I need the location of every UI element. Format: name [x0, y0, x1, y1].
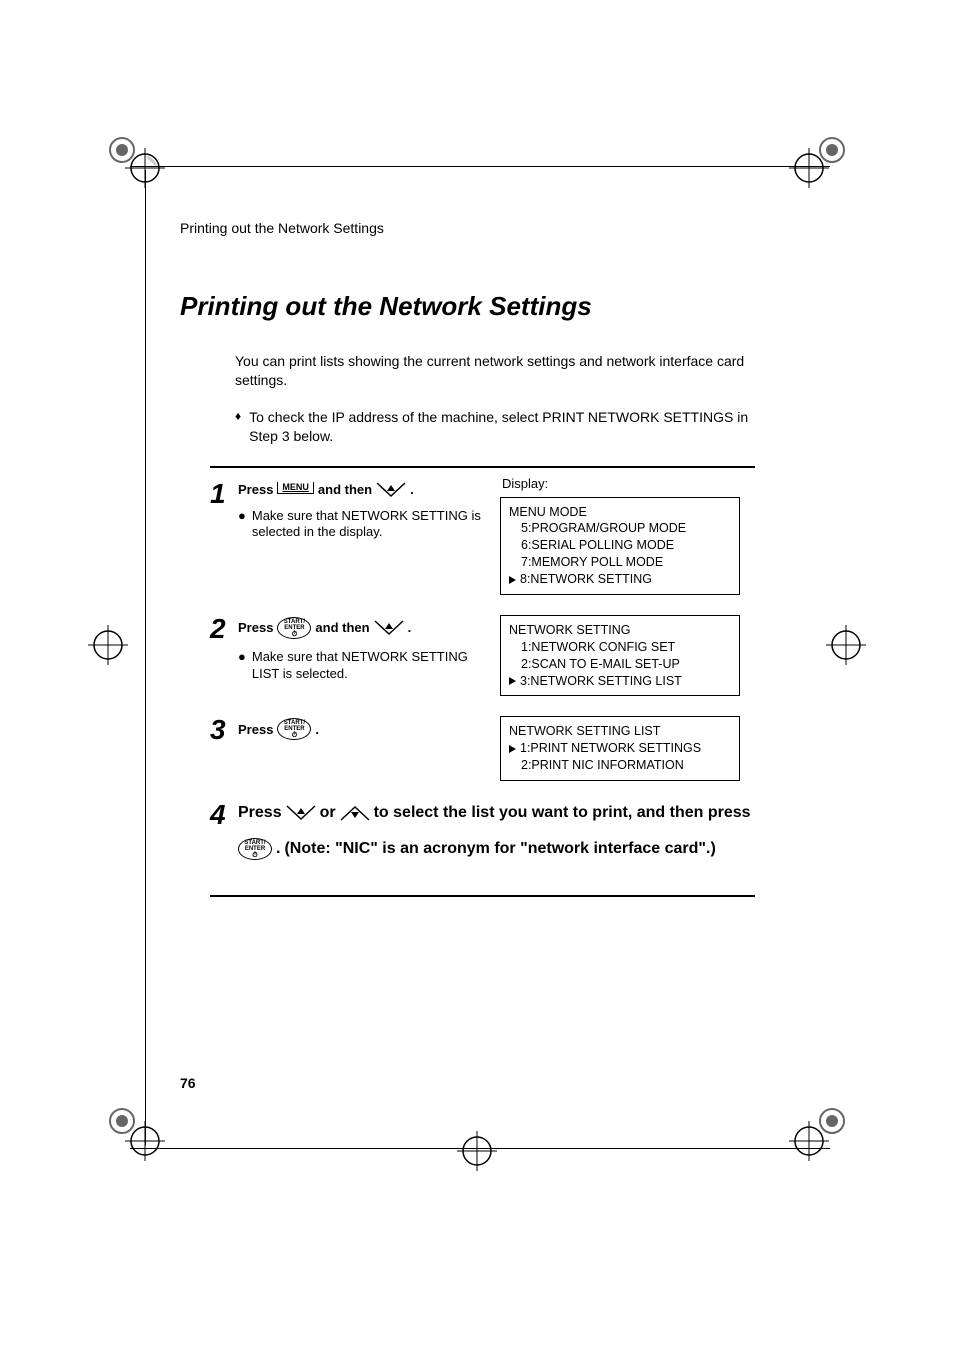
- running-header: Printing out the Network Settings: [180, 220, 780, 236]
- start-enter-key-icon: START/ENTER⏱: [277, 617, 311, 639]
- start-enter-key-icon: START/ENTER⏱: [238, 838, 272, 860]
- crop-line: [130, 1148, 830, 1149]
- step-instruction: Press START/ENTER⏱ .: [238, 718, 488, 740]
- crosshair-mark: [457, 1131, 497, 1171]
- display-box: NETWORK SETTING LIST 1:PRINT NETWORK SET…: [500, 716, 740, 781]
- crop-line: [130, 166, 830, 167]
- step-1: 1 Press MENU and then . ● Make sure th: [210, 476, 755, 595]
- menu-key-icon: MENU: [277, 482, 314, 494]
- step-note: ● Make sure that NETWORK SETTING LIST is…: [238, 649, 488, 683]
- down-arrow-key-icon: [340, 805, 370, 821]
- pointer-icon: [509, 677, 516, 685]
- page-number: 76: [180, 1075, 196, 1091]
- crosshair-mark: [88, 625, 128, 665]
- note-text: To check the IP address of the machine, …: [249, 408, 780, 446]
- bullet-icon: ●: [238, 649, 246, 683]
- display-box: NETWORK SETTING 1:NETWORK CONFIG SET 2:S…: [500, 615, 740, 697]
- up-arrow-key-icon: [374, 620, 404, 636]
- note-bullet: ♦ To check the IP address of the machine…: [235, 408, 780, 446]
- step-note: ● Make sure that NETWORK SETTING is sele…: [238, 508, 488, 542]
- step-number: 2: [210, 615, 238, 643]
- pointer-icon: [509, 745, 516, 753]
- page-content: Printing out the Network Settings Printi…: [180, 220, 780, 897]
- crosshair-mark: [789, 1121, 829, 1161]
- step-number: 3: [210, 716, 238, 744]
- crosshair-mark: [826, 625, 866, 665]
- step-instruction: Press START/ENTER⏱ and then .: [238, 617, 488, 639]
- step-2: 2 Press START/ENTER⏱ and then .: [210, 611, 755, 697]
- crop-line: [145, 170, 146, 1145]
- step-4: 4 Press or to select the list you want t…: [210, 797, 755, 865]
- intro-paragraph: You can print lists showing the current …: [235, 352, 780, 390]
- section-title: Printing out the Network Settings: [180, 291, 780, 322]
- step-number: 4: [210, 801, 238, 829]
- start-enter-key-icon: START/ENTER⏱: [277, 718, 311, 740]
- crosshair-mark: [789, 148, 829, 188]
- display-label: Display:: [502, 476, 740, 491]
- step-3: 3 Press START/ENTER⏱ . NETWORK SETTING L…: [210, 712, 755, 781]
- steps-container: 1 Press MENU and then . ● Make sure th: [210, 466, 755, 898]
- step-instruction: Press or to select the list you want to …: [238, 797, 755, 865]
- display-box: MENU MODE 5:PROGRAM/GROUP MODE 6:SERIAL …: [500, 497, 740, 595]
- up-arrow-key-icon: [286, 805, 316, 821]
- step-number: 1: [210, 480, 238, 508]
- pointer-icon: [509, 576, 516, 584]
- diamond-icon: ♦: [235, 408, 241, 446]
- up-arrow-key-icon: [376, 482, 406, 498]
- step-instruction: Press MENU and then .: [238, 482, 488, 498]
- bullet-icon: ●: [238, 508, 246, 542]
